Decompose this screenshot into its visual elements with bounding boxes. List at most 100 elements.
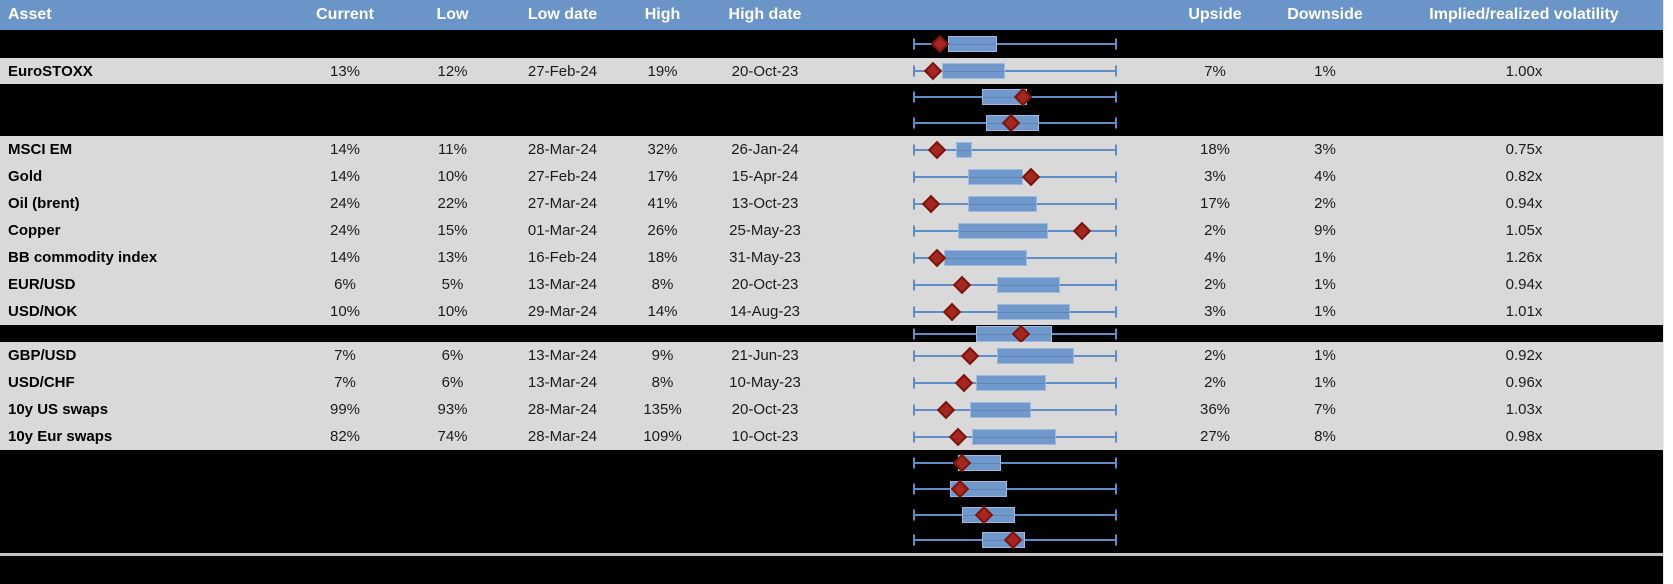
- cell-low[interactable]: 13%: [437, 249, 468, 266]
- cell-downside[interactable]: 1%: [1314, 303, 1336, 320]
- cell-current[interactable]: 14%: [329, 168, 361, 185]
- cell-low_date[interactable]: 28-Mar-24: [527, 401, 598, 418]
- cell-low_date[interactable]: 27-Mar-24: [527, 195, 598, 212]
- cell-high[interactable]: 26%: [647, 222, 678, 239]
- cell-upside[interactable]: 4%: [1204, 249, 1226, 266]
- cell-high_date[interactable]: 14-Aug-23: [729, 303, 801, 320]
- cell-asset[interactable]: EUR/USD: [8, 276, 76, 293]
- cell-asset[interactable]: GBP/USD: [8, 347, 77, 364]
- cell-upside[interactable]: 3%: [1204, 168, 1226, 185]
- cell-current[interactable]: 14%: [329, 249, 361, 266]
- cell-downside[interactable]: 3%: [1314, 141, 1336, 158]
- cell-asset[interactable]: EuroSTOXX: [8, 62, 93, 80]
- cell-high[interactable]: 8%: [651, 374, 674, 391]
- cell-asset[interactable]: 10y Eur swaps: [8, 428, 113, 445]
- cell-implied_realized[interactable]: 1.05x: [1505, 222, 1543, 239]
- cell-high[interactable]: 18%: [647, 249, 678, 266]
- cell-implied_realized[interactable]: 0.96x: [1505, 374, 1543, 391]
- cell-current[interactable]: 24%: [329, 195, 361, 212]
- header-low-date[interactable]: Low date: [527, 6, 598, 23]
- cell-implied_realized[interactable]: 0.98x: [1505, 428, 1543, 445]
- cell-implied_realized[interactable]: 1.01x: [1505, 303, 1543, 320]
- cell-low[interactable]: 74%: [437, 428, 468, 445]
- header-current[interactable]: Current: [316, 6, 374, 23]
- cell-downside[interactable]: 4%: [1314, 168, 1336, 185]
- cell-low_date[interactable]: 01-Mar-24: [527, 222, 598, 239]
- cell-low_date[interactable]: 16-Feb-24: [527, 249, 598, 266]
- cell-low[interactable]: 93%: [437, 401, 468, 418]
- cell-current[interactable]: 7%: [334, 374, 356, 391]
- cell-upside[interactable]: 36%: [1199, 401, 1231, 418]
- cell-asset[interactable]: Gold: [8, 168, 43, 185]
- cell-low_date[interactable]: 13-Mar-24: [527, 374, 598, 391]
- cell-current[interactable]: 7%: [334, 347, 356, 364]
- cell-low_date[interactable]: 28-Mar-24: [527, 141, 598, 158]
- cell-high_date[interactable]: 25-May-23: [729, 222, 801, 239]
- cell-low_date[interactable]: 13-Mar-24: [527, 276, 598, 293]
- cell-high_date[interactable]: 20-Oct-23: [731, 62, 799, 80]
- cell-low[interactable]: 22%: [437, 195, 468, 212]
- header-low[interactable]: Low: [436, 6, 469, 23]
- cell-upside[interactable]: 18%: [1199, 141, 1231, 158]
- cell-implied_realized[interactable]: 1.00x: [1505, 62, 1543, 80]
- cell-high[interactable]: 9%: [651, 347, 674, 364]
- cell-high_date[interactable]: 20-Oct-23: [731, 276, 799, 293]
- cell-downside[interactable]: 1%: [1314, 374, 1336, 391]
- cell-asset[interactable]: 10y US swaps: [8, 401, 109, 418]
- cell-low_date[interactable]: 29-Mar-24: [527, 303, 598, 320]
- cell-asset[interactable]: BB commodity index: [8, 249, 158, 266]
- cell-upside[interactable]: 27%: [1199, 428, 1231, 445]
- cell-asset[interactable]: Oil (brent): [8, 195, 80, 212]
- cell-implied_realized[interactable]: 0.94x: [1505, 276, 1543, 293]
- header-high[interactable]: High: [644, 6, 681, 23]
- cell-current[interactable]: 99%: [329, 401, 361, 418]
- cell-low[interactable]: 15%: [437, 222, 468, 239]
- cell-upside[interactable]: 2%: [1204, 374, 1226, 391]
- cell-downside[interactable]: 1%: [1314, 249, 1336, 266]
- cell-high[interactable]: 109%: [643, 428, 682, 445]
- cell-implied_realized[interactable]: 0.75x: [1505, 141, 1543, 158]
- cell-current[interactable]: 82%: [329, 428, 361, 445]
- cell-implied_realized[interactable]: 0.94x: [1505, 195, 1543, 212]
- cell-low[interactable]: 11%: [438, 141, 467, 158]
- cell-high[interactable]: 19%: [647, 62, 678, 80]
- cell-downside[interactable]: 1%: [1314, 62, 1336, 80]
- cell-high_date[interactable]: 20-Oct-23: [731, 401, 799, 418]
- cell-current[interactable]: 13%: [329, 62, 361, 80]
- header-downside[interactable]: Downside: [1287, 6, 1363, 23]
- cell-low_date[interactable]: 28-Mar-24: [527, 428, 598, 445]
- cell-implied_realized[interactable]: 0.92x: [1505, 347, 1543, 364]
- cell-implied_realized[interactable]: 1.26x: [1505, 249, 1543, 266]
- cell-high[interactable]: 14%: [647, 303, 678, 320]
- cell-asset[interactable]: MSCI EM: [8, 141, 73, 158]
- cell-low_date[interactable]: 13-Mar-24: [527, 347, 598, 364]
- header-high-date[interactable]: High date: [728, 6, 802, 23]
- cell-upside[interactable]: 17%: [1199, 195, 1231, 212]
- cell-downside[interactable]: 1%: [1314, 276, 1336, 293]
- cell-current[interactable]: 14%: [329, 141, 361, 158]
- cell-low[interactable]: 6%: [441, 347, 464, 364]
- cell-low[interactable]: 10%: [437, 303, 468, 320]
- cell-low_date[interactable]: 27-Feb-24: [527, 168, 598, 185]
- cell-high_date[interactable]: 15-Apr-24: [731, 168, 799, 185]
- cell-asset[interactable]: USD/NOK: [8, 303, 78, 320]
- cell-implied_realized[interactable]: 0.82x: [1505, 168, 1543, 185]
- cell-high[interactable]: 135%: [643, 401, 682, 418]
- cell-upside[interactable]: 2%: [1204, 222, 1226, 239]
- header-implied-realized-volatility[interactable]: Implied/realized volatility: [1429, 6, 1619, 23]
- cell-downside[interactable]: 1%: [1314, 347, 1336, 364]
- cell-downside[interactable]: 8%: [1314, 428, 1336, 445]
- cell-low[interactable]: 10%: [437, 168, 468, 185]
- cell-high[interactable]: 41%: [647, 195, 678, 212]
- cell-downside[interactable]: 2%: [1314, 195, 1336, 212]
- cell-upside[interactable]: 7%: [1204, 62, 1226, 80]
- cell-low[interactable]: 6%: [441, 374, 464, 391]
- cell-high_date[interactable]: 31-May-23: [729, 249, 801, 266]
- cell-upside[interactable]: 2%: [1204, 347, 1226, 364]
- cell-upside[interactable]: 2%: [1204, 276, 1226, 293]
- cell-downside[interactable]: 9%: [1314, 222, 1336, 239]
- cell-low_date[interactable]: 27-Feb-24: [527, 62, 598, 80]
- cell-downside[interactable]: 7%: [1314, 401, 1336, 418]
- cell-implied_realized[interactable]: 1.03x: [1505, 401, 1543, 418]
- cell-high_date[interactable]: 13-Oct-23: [731, 195, 799, 212]
